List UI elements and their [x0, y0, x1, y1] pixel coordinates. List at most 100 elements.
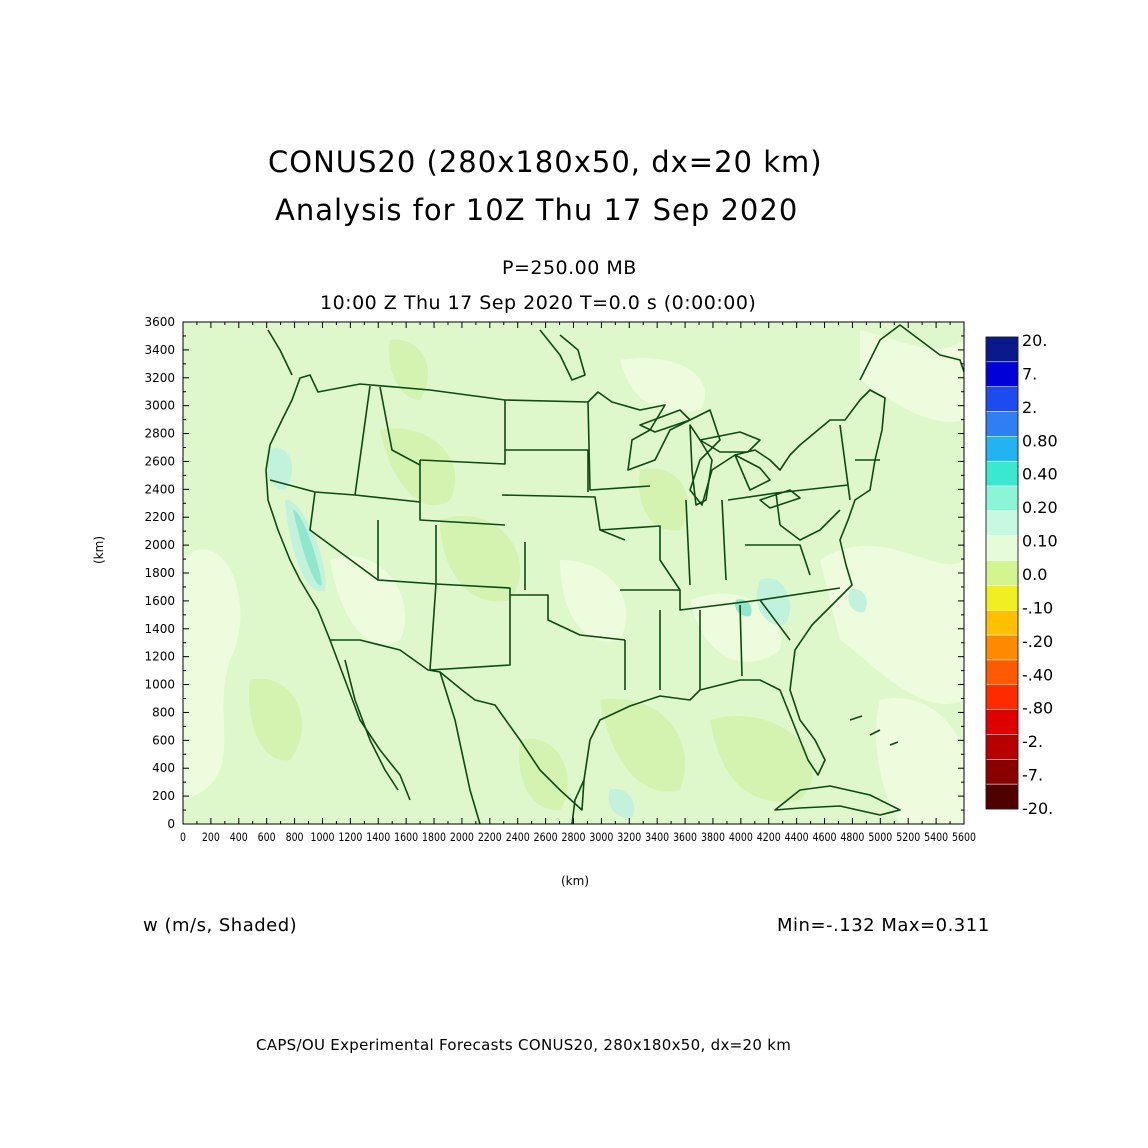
colorbar-swatch: [985, 659, 1019, 686]
y-tick-label: 1400: [144, 622, 175, 636]
x-axis-unit-label: (km): [561, 874, 590, 888]
colorbar-label: 0.40: [1022, 465, 1058, 484]
colorbar-label: 2.: [1022, 398, 1037, 417]
x-tick-label: 1400: [366, 830, 390, 844]
field-patch-negative: [249, 678, 303, 761]
colorbar-swatch: [985, 436, 1019, 462]
colorbar: 20. 7. 2. 0.80 0.40 0.20 0.10 0.0 -.10 -.20 -.40 -.…: [985, 331, 1058, 818]
state-boundary: [775, 484, 849, 494]
field-patch-negative: [380, 428, 456, 506]
colorbar-label: 0.10: [1022, 532, 1058, 551]
field-patch-positive: [265, 448, 293, 490]
state-boundary: [419, 400, 506, 465]
y-tick-label: 1800: [144, 566, 175, 580]
field-name-label: w (m/s, Shaded): [143, 915, 298, 936]
great-lakes: [639, 409, 691, 433]
x-tick-label: 600: [258, 830, 276, 844]
field-patch-positive: [756, 578, 791, 626]
field-patch-negative: [710, 716, 813, 802]
y-tick-label: 200: [152, 789, 175, 803]
mexico-interior: [439, 671, 481, 824]
y-tick-label: 400: [152, 761, 175, 775]
state-boundary: [354, 385, 371, 496]
y-tick-label: 1000: [144, 678, 175, 692]
great-lakes: [734, 454, 771, 491]
x-tick-label: 4600: [813, 830, 837, 844]
colorbar-label: -.10: [1022, 598, 1053, 617]
state-boundary: [739, 604, 743, 677]
x-tick-label: 800: [286, 830, 304, 844]
x-tick-label: 2200: [478, 830, 502, 844]
colorbar-label: 0.80: [1022, 431, 1058, 450]
state-boundary: [745, 544, 811, 576]
colorbar-swatch: [985, 709, 1019, 735]
field-patch-negative: [389, 339, 429, 400]
y-axis: 0 200 400 600 800 1000 1200 1400 1600 1800 2000 220…: [144, 315, 964, 831]
colorbar-swatch: [985, 610, 1019, 636]
x-tick-label: 1800: [422, 830, 446, 844]
field-patch-light: [183, 549, 241, 800]
x-tick-label: 3800: [701, 830, 725, 844]
cuba-outline: [774, 785, 901, 816]
colorbar-swatch: [985, 485, 1019, 512]
field-patch-light: [820, 545, 964, 705]
colorbar-label: 0.0: [1022, 565, 1047, 584]
canada-coast: [859, 324, 964, 381]
y-tick-label: 1600: [144, 594, 175, 608]
x-tick-label: 2800: [562, 830, 586, 844]
y-tick-label: 600: [152, 733, 175, 747]
x-tick-label: 3000: [589, 830, 613, 844]
state-boundary: [354, 494, 421, 503]
state-boundary: [721, 499, 727, 581]
state-boundary: [839, 424, 851, 501]
mexico-gulf-coast: [571, 779, 585, 824]
colorbar-swatch: [985, 560, 1019, 586]
chart-title-line1: CONUS20 (280x180x50, dx=20 km): [268, 145, 823, 179]
y-tick-label: 2800: [144, 427, 175, 441]
field-patch-negative: [440, 516, 521, 602]
x-tick-label: 5200: [896, 830, 920, 844]
colorbar-label: -.80: [1022, 699, 1053, 718]
colorbar-swatch: [985, 411, 1019, 437]
colorbar-swatch: [985, 783, 1019, 810]
x-tick-label: 1200: [338, 830, 362, 844]
y-tick-label: 2200: [144, 510, 175, 524]
geographic-boundaries: [265, 324, 964, 824]
state-boundary: [779, 509, 841, 541]
x-tick-label: 200: [202, 830, 220, 844]
x-tick-label: 5400: [924, 830, 948, 844]
x-tick-label: 4200: [757, 830, 781, 844]
valid-time-label: 10:00 Z Thu 17 Sep 2020 T=0.0 s (0:00:00…: [320, 292, 757, 314]
colorbar-swatch: [985, 734, 1019, 760]
colorbar-label: 7.: [1022, 364, 1037, 383]
pressure-level-label: P=250.00 MB: [502, 257, 637, 279]
x-tick-label: 1000: [310, 830, 334, 844]
state-boundary: [429, 583, 511, 671]
colorbar-frame: [985, 336, 1019, 810]
state-boundary: [501, 494, 626, 541]
colorbar-label: -2.: [1022, 732, 1043, 751]
min-max-label: Min=-.132 Max=0.311: [777, 915, 990, 936]
field-patch-light: [330, 556, 406, 646]
colorbar-swatch: [985, 634, 1019, 661]
state-boundary: [379, 386, 421, 466]
colorbar-swatch: [985, 361, 1019, 387]
y-axis-unit-label: (km): [92, 535, 106, 564]
colorbar-label: -.20: [1022, 632, 1053, 651]
y-tick-label: 3200: [144, 371, 175, 385]
colorbar-label: 20.: [1022, 331, 1047, 350]
field-patch-negative: [639, 468, 688, 531]
x-tick-label: 400: [230, 830, 248, 844]
colorbar-swatch: [985, 386, 1019, 412]
bahamas: [849, 715, 899, 746]
y-tick-label: 2600: [144, 454, 175, 468]
colorbar-swatch: [985, 585, 1019, 611]
footer-credit: CAPS/OU Experimental Forecasts CONUS20, …: [256, 1036, 792, 1054]
y-tick-label: 3400: [144, 343, 175, 357]
x-tick-label: 2400: [506, 830, 530, 844]
colorbar-swatch: [985, 684, 1019, 710]
colorbar-swatch: [985, 510, 1019, 536]
x-tick-label: 5000: [868, 830, 892, 844]
state-boundary: [599, 525, 681, 591]
